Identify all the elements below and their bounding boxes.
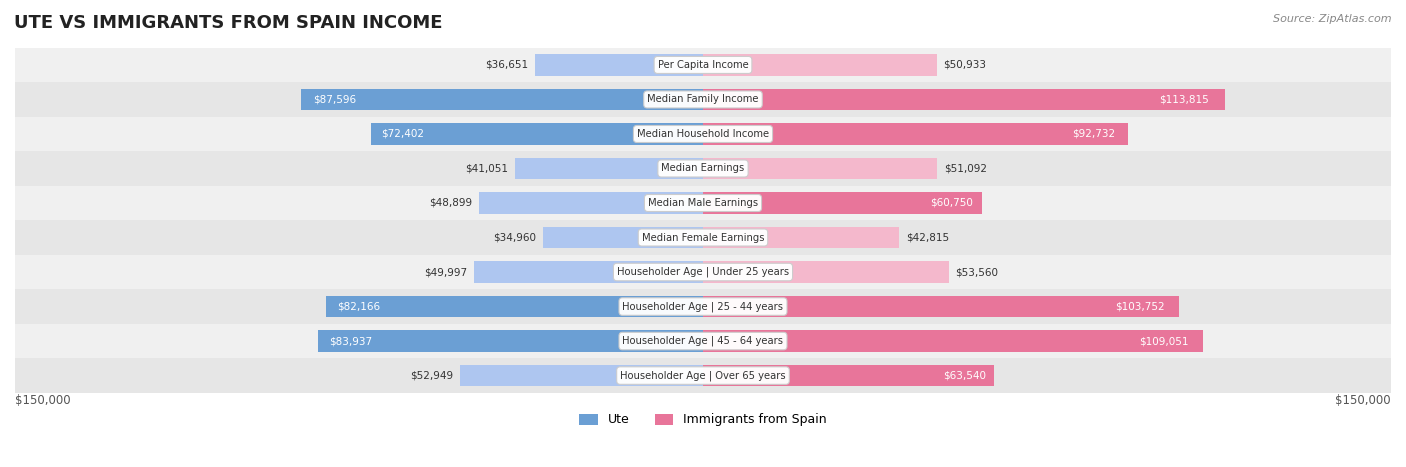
- Bar: [15, 358, 1391, 393]
- Text: $72,402: $72,402: [381, 129, 423, 139]
- Bar: [15, 289, 1391, 324]
- Text: Median Family Income: Median Family Income: [647, 94, 759, 105]
- Bar: [15, 151, 1391, 186]
- Text: $150,000: $150,000: [15, 394, 70, 406]
- Bar: [318, 330, 703, 352]
- Bar: [703, 192, 981, 214]
- Bar: [543, 227, 703, 248]
- Text: $92,732: $92,732: [1073, 129, 1115, 139]
- Text: Median Earnings: Median Earnings: [661, 163, 745, 173]
- Text: $42,815: $42,815: [907, 233, 949, 242]
- Bar: [703, 89, 1225, 110]
- Bar: [371, 123, 703, 145]
- Bar: [478, 192, 703, 214]
- Bar: [703, 158, 938, 179]
- Text: Median Female Earnings: Median Female Earnings: [641, 233, 765, 242]
- Bar: [703, 296, 1178, 317]
- Text: $83,937: $83,937: [329, 336, 373, 346]
- Text: $36,651: $36,651: [485, 60, 529, 70]
- Bar: [703, 227, 900, 248]
- Bar: [703, 54, 936, 76]
- Text: $50,933: $50,933: [943, 60, 987, 70]
- Text: $52,949: $52,949: [411, 371, 453, 381]
- Text: UTE VS IMMIGRANTS FROM SPAIN INCOME: UTE VS IMMIGRANTS FROM SPAIN INCOME: [14, 14, 443, 32]
- Bar: [326, 296, 703, 317]
- Bar: [15, 186, 1391, 220]
- Text: $150,000: $150,000: [1336, 394, 1391, 406]
- Text: $53,560: $53,560: [956, 267, 998, 277]
- Text: $51,092: $51,092: [945, 163, 987, 173]
- Bar: [474, 262, 703, 283]
- Bar: [15, 255, 1391, 289]
- Text: Median Male Earnings: Median Male Earnings: [648, 198, 758, 208]
- Text: $60,750: $60,750: [931, 198, 973, 208]
- Bar: [15, 48, 1391, 82]
- Text: $49,997: $49,997: [423, 267, 467, 277]
- Text: $48,899: $48,899: [429, 198, 472, 208]
- Text: Householder Age | Under 25 years: Householder Age | Under 25 years: [617, 267, 789, 277]
- Text: Per Capita Income: Per Capita Income: [658, 60, 748, 70]
- Text: $82,166: $82,166: [337, 302, 381, 311]
- Bar: [301, 89, 703, 110]
- Text: Householder Age | Over 65 years: Householder Age | Over 65 years: [620, 370, 786, 381]
- Bar: [703, 330, 1204, 352]
- Bar: [15, 220, 1391, 255]
- Text: $63,540: $63,540: [942, 371, 986, 381]
- Bar: [15, 324, 1391, 358]
- Text: Source: ZipAtlas.com: Source: ZipAtlas.com: [1274, 14, 1392, 24]
- Text: Householder Age | 45 - 64 years: Householder Age | 45 - 64 years: [623, 336, 783, 347]
- Bar: [534, 54, 703, 76]
- Bar: [703, 262, 949, 283]
- Text: $113,815: $113,815: [1160, 94, 1209, 105]
- Text: $41,051: $41,051: [465, 163, 508, 173]
- Text: $103,752: $103,752: [1115, 302, 1164, 311]
- Bar: [703, 123, 1129, 145]
- Bar: [460, 365, 703, 386]
- Text: $109,051: $109,051: [1139, 336, 1188, 346]
- Text: $87,596: $87,596: [314, 94, 356, 105]
- Text: Householder Age | 25 - 44 years: Householder Age | 25 - 44 years: [623, 301, 783, 312]
- Bar: [15, 82, 1391, 117]
- Bar: [515, 158, 703, 179]
- Bar: [703, 365, 994, 386]
- Text: $34,960: $34,960: [492, 233, 536, 242]
- Text: Median Household Income: Median Household Income: [637, 129, 769, 139]
- Legend: Ute, Immigrants from Spain: Ute, Immigrants from Spain: [574, 409, 832, 432]
- Bar: [15, 117, 1391, 151]
